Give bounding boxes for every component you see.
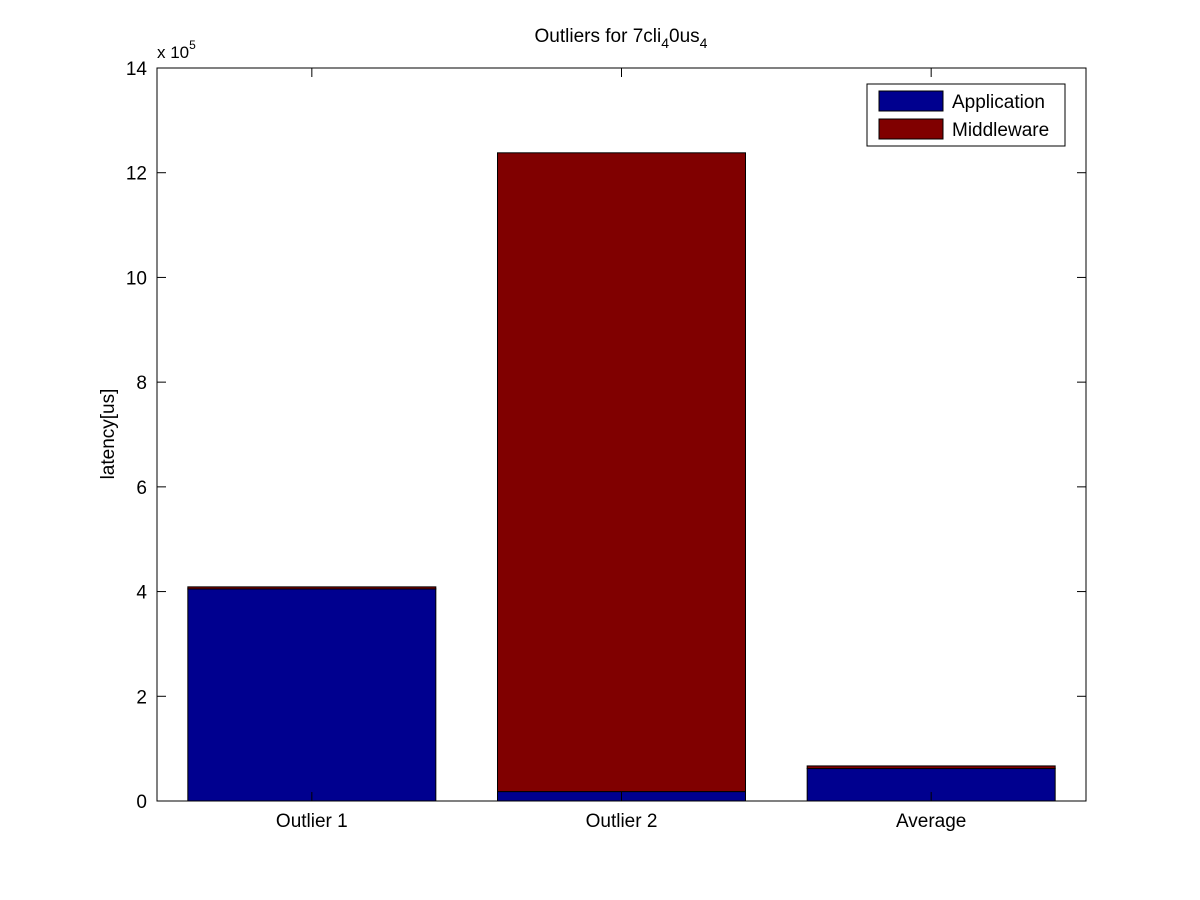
y-tick-label-6: 6 bbox=[136, 478, 147, 499]
legend-swatch-middleware bbox=[878, 118, 944, 140]
bar-middleware-average bbox=[806, 765, 1056, 770]
ticks-group bbox=[157, 67, 1086, 802]
title-sub1: 4 bbox=[661, 35, 669, 51]
y-tick-label-14: 14 bbox=[126, 59, 148, 80]
bars-group bbox=[187, 152, 1056, 802]
y-tick-labels: 0 2 4 6 8 10 12 14 bbox=[126, 59, 148, 813]
bar-application-outlier-1 bbox=[187, 588, 437, 802]
legend: Application Middleware bbox=[866, 83, 1066, 147]
title-sub2: 4 bbox=[700, 35, 708, 51]
chart-title: Outliers for 7cli40us4 bbox=[535, 26, 708, 51]
y-scale-multiplier-base: x 10 bbox=[157, 43, 189, 62]
y-tick-label-4: 4 bbox=[136, 583, 147, 604]
y-tick-label-12: 12 bbox=[126, 164, 147, 185]
x-tick-label-outlier-1: Outlier 1 bbox=[276, 811, 348, 832]
y-axis-label: latency[us] bbox=[98, 389, 119, 480]
y-tick-label-2: 2 bbox=[136, 687, 147, 708]
title-middle: 0us bbox=[669, 26, 700, 47]
x-tick-labels: Outlier 1 Outlier 2 Average bbox=[276, 811, 966, 832]
x-tick-label-outlier-2: Outlier 2 bbox=[586, 811, 658, 832]
y-tick-label-10: 10 bbox=[126, 268, 147, 289]
title-prefix: Outliers for 7cli bbox=[535, 26, 662, 47]
legend-label-application: Application bbox=[952, 92, 1045, 113]
y-scale-multiplier-exponent: 5 bbox=[189, 38, 196, 52]
y-tick-label-0: 0 bbox=[136, 792, 147, 813]
legend-swatch-application bbox=[878, 90, 944, 112]
x-tick-label-average: Average bbox=[896, 811, 966, 832]
bar-middleware-outlier-2 bbox=[497, 152, 746, 793]
y-scale-multiplier: x 105 bbox=[157, 38, 196, 62]
y-tick-label-8: 8 bbox=[136, 373, 147, 394]
legend-label-middleware: Middleware bbox=[952, 120, 1049, 141]
bar-middleware-outlier-1 bbox=[187, 586, 437, 590]
